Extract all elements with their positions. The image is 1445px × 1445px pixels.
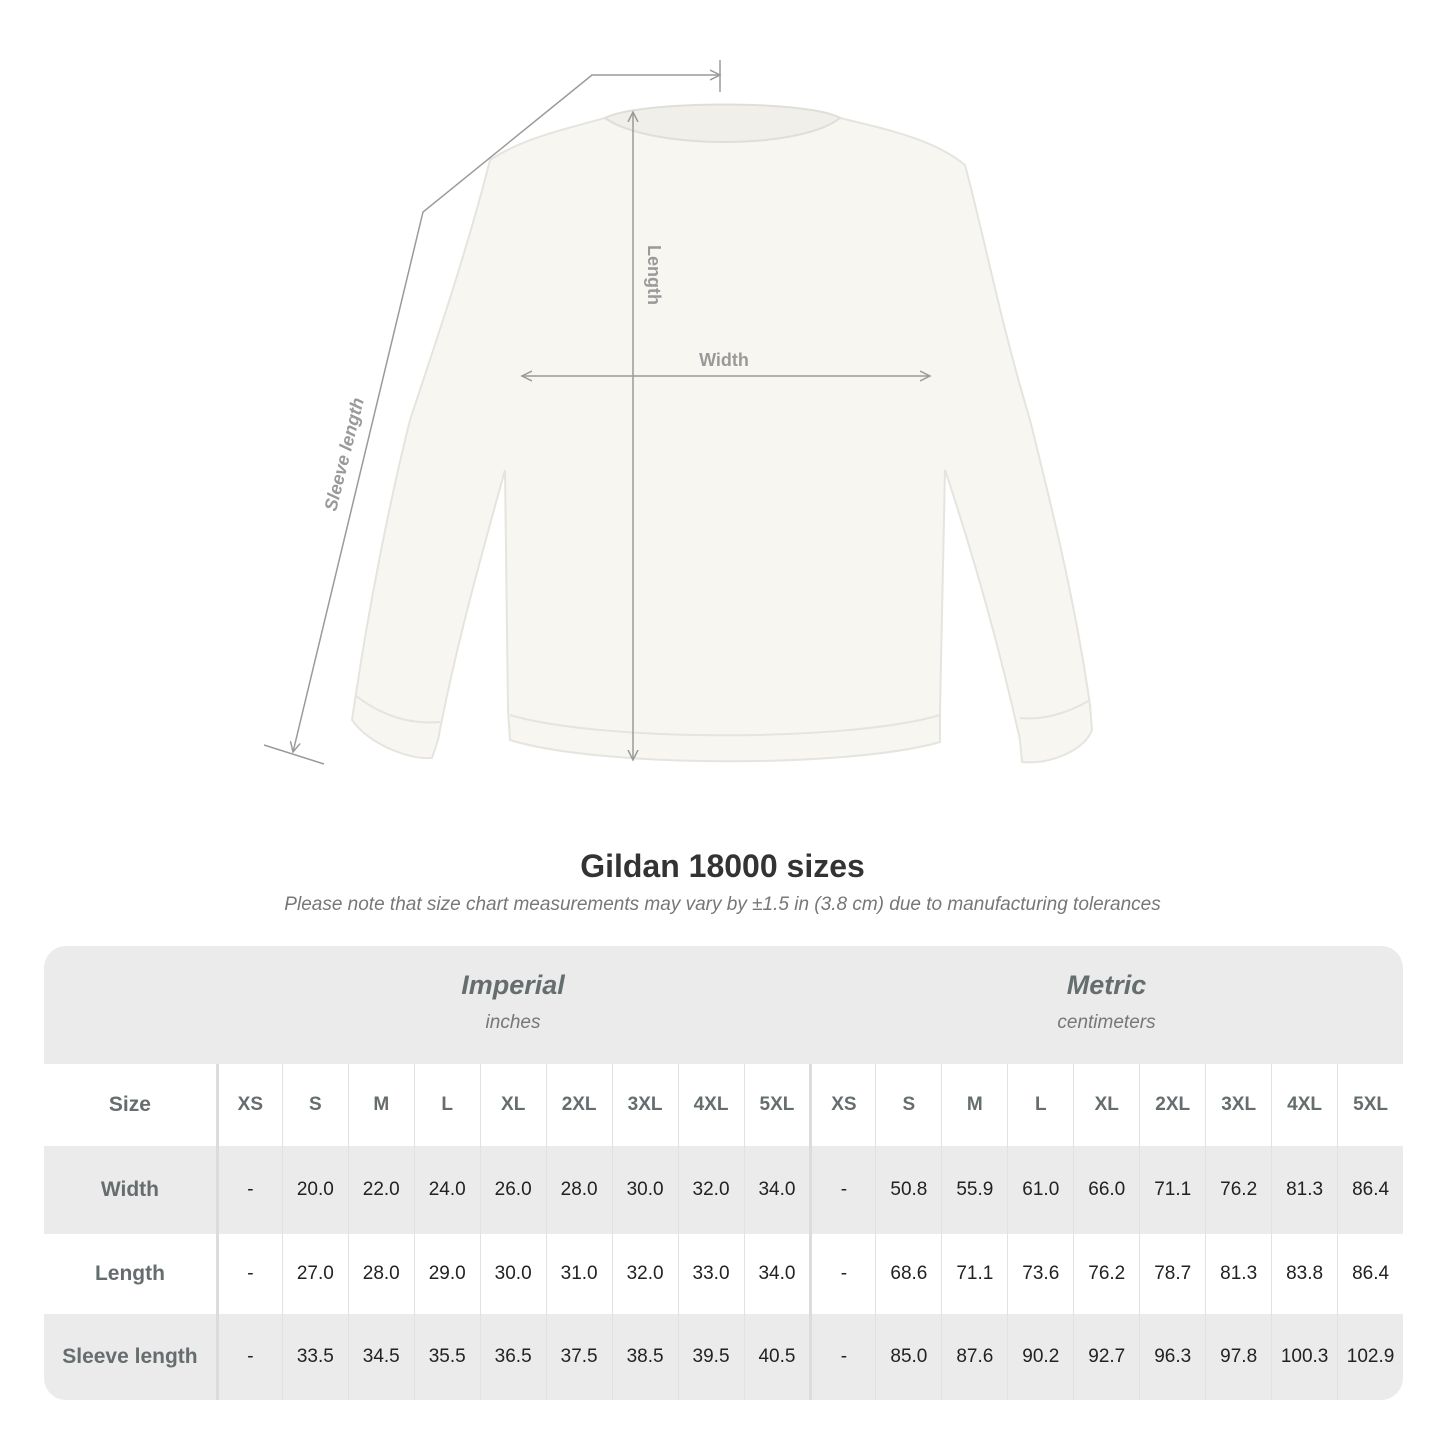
value-cell: -	[215, 1314, 282, 1400]
metric-title: Metric	[1066, 970, 1147, 1000]
table-row: Width -20.0 22.0 24.0 26.0 28.0 30.0 32.0 34.0-5…	[44, 1146, 1403, 1234]
size-header-cell: 4XL	[1271, 1064, 1337, 1146]
value-cell: 71.1	[1139, 1146, 1205, 1234]
value-cell: 38.5	[611, 1314, 678, 1400]
size-header-cell: 2XL	[545, 1064, 612, 1146]
length-label: Length	[644, 245, 664, 305]
value-cell: 33.5	[281, 1314, 348, 1400]
value-cell: 61.0	[1007, 1146, 1073, 1234]
value-cell: 83.8	[1271, 1234, 1337, 1314]
value-cell: 29.0	[413, 1234, 480, 1314]
sweatshirt-diagram: Length Width Sleeve length	[263, 60, 1094, 765]
metric-header: Metric centimeters	[810, 946, 1403, 1064]
row-label: Length	[94, 1262, 165, 1285]
value-cell: 97.8	[1205, 1314, 1271, 1400]
value-cell: 100.3	[1271, 1314, 1337, 1400]
size-table: Imperial inches Metric centimeters Size X…	[44, 946, 1403, 1400]
value-cell: 27.0	[281, 1234, 348, 1314]
value-cell: 73.6	[1007, 1234, 1073, 1314]
size-header-cell: 3XL	[611, 1064, 678, 1146]
sweatshirt-image	[350, 103, 1094, 764]
imperial-title: Imperial	[461, 970, 565, 1000]
value-cell: 20.0	[281, 1146, 348, 1234]
value-cell: 102.9	[1337, 1314, 1403, 1400]
value-cell: 39.5	[677, 1314, 744, 1400]
value-cell: 34.5	[347, 1314, 414, 1400]
value-cell: 90.2	[1007, 1314, 1073, 1400]
value-cell: 34.0	[743, 1234, 810, 1314]
size-header-cell: M	[347, 1064, 414, 1146]
value-cell: 36.5	[479, 1314, 546, 1400]
value-cell: 55.9	[941, 1146, 1007, 1234]
value-cell: 26.0	[479, 1146, 546, 1234]
metric-unit: centimeters	[1057, 1012, 1156, 1033]
size-header-cell: L	[1007, 1064, 1073, 1146]
size-header-cell: 5XL	[743, 1064, 810, 1146]
value-cell: 30.0	[611, 1146, 678, 1234]
imperial-unit: inches	[485, 1012, 541, 1033]
value-cell: 30.0	[479, 1234, 546, 1314]
size-header-cell: L	[413, 1064, 480, 1146]
value-cell: 32.0	[677, 1146, 744, 1234]
value-cell: 78.7	[1139, 1234, 1205, 1314]
size-header-cell: XS	[809, 1064, 875, 1146]
sleeve-length-label: Sleeve length	[320, 396, 367, 513]
table-row: Sleeve length -33.5 34.5 35.5 36.5 37.5 38.5 39…	[44, 1314, 1403, 1400]
value-cell: 92.7	[1073, 1314, 1139, 1400]
value-cell: 81.3	[1205, 1234, 1271, 1314]
value-cell: 50.8	[875, 1146, 941, 1234]
row-label: Sleeve length	[62, 1345, 198, 1368]
table-row: Length -27.0 28.0 29.0 30.0 31.0 32.0 33.0 34.0-…	[44, 1234, 1403, 1314]
value-cell: 28.0	[347, 1234, 414, 1314]
value-cell: 86.4	[1337, 1234, 1403, 1314]
size-header-cell: XS	[215, 1064, 282, 1146]
sleeve-measure-line	[293, 75, 720, 752]
size-header-cell: M	[941, 1064, 1007, 1146]
row-label: Size	[108, 1093, 151, 1116]
value-cell: 76.2	[1073, 1234, 1139, 1314]
value-cell: 40.5	[743, 1314, 810, 1400]
size-header-row: Size XS S M L XL 2XL 3XL 4XL 5XL XS S M L XL 2XL 3XL 4XL 5…	[44, 1064, 1403, 1146]
size-header-cell: 5XL	[1337, 1064, 1403, 1146]
value-cell: 76.2	[1205, 1146, 1271, 1234]
value-cell: 34.0	[743, 1146, 810, 1234]
value-cell: 37.5	[545, 1314, 612, 1400]
size-header-cell: 2XL	[1139, 1064, 1205, 1146]
value-cell: 31.0	[545, 1234, 612, 1314]
tolerance-note: Please note that size chart measurements…	[284, 894, 1161, 915]
value-cell: 66.0	[1073, 1146, 1139, 1234]
value-cell: 96.3	[1139, 1314, 1205, 1400]
size-header-cell: S	[281, 1064, 348, 1146]
size-header-cell: S	[875, 1064, 941, 1146]
size-header-cell: 4XL	[677, 1064, 744, 1146]
value-cell: 24.0	[413, 1146, 480, 1234]
size-header-cell: XL	[479, 1064, 546, 1146]
value-cell: -	[809, 1234, 875, 1314]
value-cell: 32.0	[611, 1234, 678, 1314]
row-label: Width	[100, 1178, 159, 1201]
imperial-header: Imperial inches	[44, 946, 810, 1064]
value-cell: 68.6	[875, 1234, 941, 1314]
value-cell: 22.0	[347, 1146, 414, 1234]
value-cell: 28.0	[545, 1146, 612, 1234]
value-cell: 33.0	[677, 1234, 744, 1314]
value-cell: 71.1	[941, 1234, 1007, 1314]
value-cell: 35.5	[413, 1314, 480, 1400]
value-cell: 85.0	[875, 1314, 941, 1400]
size-header-cell: XL	[1073, 1064, 1139, 1146]
width-label: Width	[699, 350, 749, 370]
size-header-cell: 3XL	[1205, 1064, 1271, 1146]
value-cell: -	[809, 1314, 875, 1400]
value-cell: 81.3	[1271, 1146, 1337, 1234]
value-cell: -	[215, 1146, 282, 1234]
value-cell: 87.6	[941, 1314, 1007, 1400]
page-title: Gildan 18000 sizes	[580, 848, 865, 884]
value-cell: -	[809, 1146, 875, 1234]
value-cell: -	[215, 1234, 282, 1314]
value-cell: 86.4	[1337, 1146, 1403, 1234]
